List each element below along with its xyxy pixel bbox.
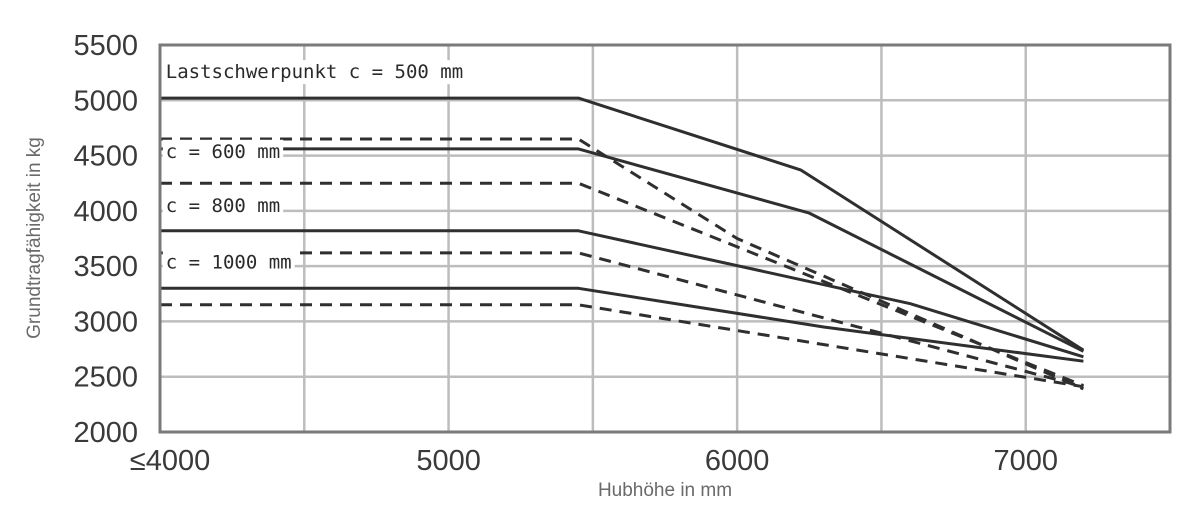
annotation-background	[162, 139, 284, 164]
y-tick-label: 2000	[73, 417, 138, 449]
y-tick-label: 5000	[73, 85, 138, 117]
x-tick-label: 7000	[993, 445, 1058, 477]
curve-annotations: Lastschwerpunkt c = 500 mm c = 600 mm c = …	[162, 60, 467, 275]
y-tick-labels: 2000 2500 3000 3500 4000 4500 5000 5500	[73, 30, 138, 449]
y-tick-label: 4500	[73, 141, 138, 173]
x-tick-labels: ≤4000 5000 6000 7000	[130, 445, 1058, 477]
series-line-8-dashed	[160, 303, 1084, 389]
y-tick-label: 2500	[73, 362, 138, 394]
curve-annotation: Lastschwerpunkt c = 500 mm	[166, 61, 463, 83]
series-line-4-dashed	[160, 181, 1084, 387]
series-line-2-dashed	[160, 137, 1084, 391]
x-axis-label: Hubhöhe in mm	[598, 480, 732, 501]
y-tick-label: 3000	[73, 306, 138, 338]
grid-lines	[160, 45, 1170, 432]
annotation-background	[162, 60, 467, 85]
series-lines	[160, 96, 1085, 391]
curve-annotation: c = 600 mm	[166, 141, 280, 163]
series-line-7-solid	[160, 286, 1084, 363]
series-line-1-solid	[160, 96, 1085, 352]
annotation-background	[162, 193, 284, 218]
x-tick-label: 6000	[705, 445, 770, 477]
curve-annotation: c = 800 mm	[166, 195, 280, 217]
series-line-6-dashed	[160, 251, 1084, 389]
y-tick-label: 5500	[73, 30, 138, 62]
y-axis-label: Grundtragfähigkeit in kg	[24, 137, 45, 339]
x-tick-label: ≤4000	[130, 445, 210, 477]
x-tick-label: 5000	[416, 445, 481, 477]
annotation-background	[162, 250, 295, 275]
series-line-5-solid	[160, 229, 1084, 359]
series-line-3-solid	[160, 147, 1085, 353]
curve-annotation: c = 1000 mm	[166, 251, 292, 273]
y-tick-label: 3500	[73, 251, 138, 283]
y-tick-label: 4000	[73, 196, 138, 228]
plot-frame	[158, 43, 1172, 434]
